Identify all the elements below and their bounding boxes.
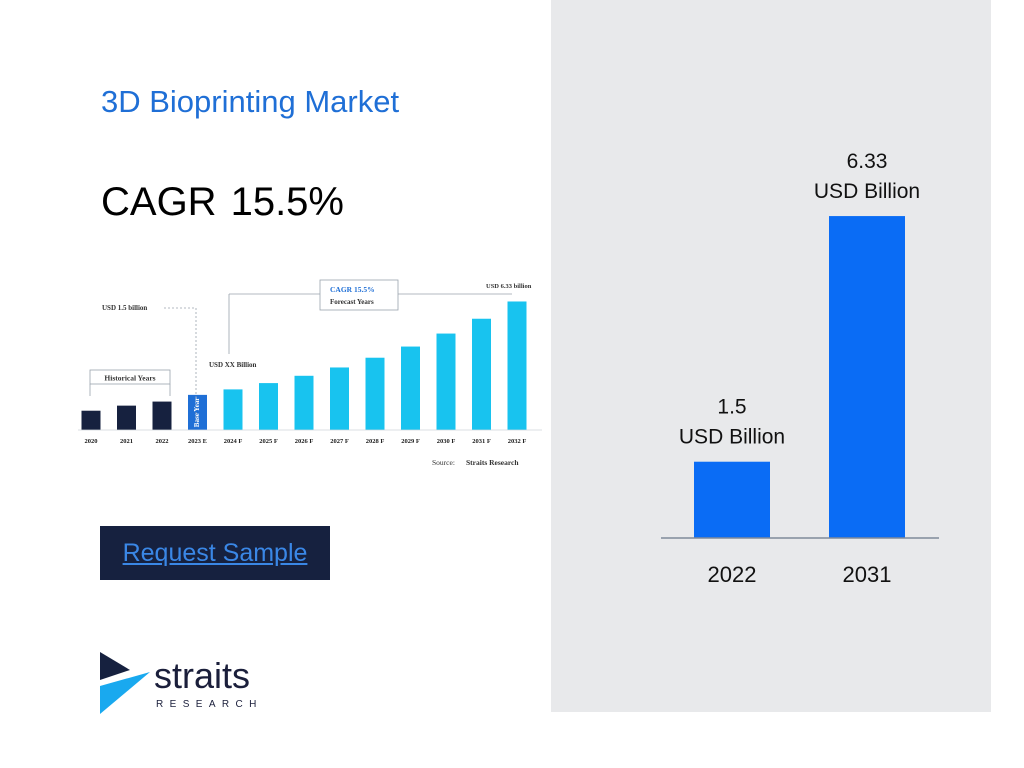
historical-years-label: Historical Years bbox=[104, 374, 155, 383]
market-size-chart: 1.5 USD Billion 2022 6.33 USD Billion 2031 bbox=[661, 150, 939, 587]
market-unit-label-2031: USD Billion bbox=[814, 180, 920, 203]
end-value-label: USD 6.33 billion bbox=[486, 283, 532, 290]
growth-year-label-2027-F: 2027 F bbox=[330, 438, 349, 445]
growth-bar-2031-F bbox=[472, 318, 491, 430]
growth-year-label-2032-F: 2032 F bbox=[508, 438, 527, 445]
mid-value-label: USD XX Billion bbox=[209, 361, 257, 369]
straits-research-logo: straits RESEARCH bbox=[100, 652, 270, 716]
growth-year-label-2024-F: 2024 F bbox=[224, 438, 243, 445]
growth-year-label-2029-F: 2029 F bbox=[401, 438, 420, 445]
source-name: Straits Research bbox=[466, 458, 519, 467]
market-growth-chart: 2020 2021 2022 2023 E 2024 F 2025 F 2026 F 2027… bbox=[72, 272, 548, 484]
growth-year-label-2021: 2021 bbox=[120, 438, 133, 445]
page-title: 3D Bioprinting Market bbox=[101, 84, 400, 119]
growth-bar-2029-F bbox=[401, 346, 420, 430]
growth-year-label-2028-F: 2028 F bbox=[366, 438, 385, 445]
growth-bar-2032-F bbox=[507, 301, 527, 430]
growth-bar-2024-F bbox=[223, 389, 243, 430]
market-size-panel: 1.5 USD Billion 2022 6.33 USD Billion 2031 bbox=[551, 0, 991, 712]
market-value-label-2031: 6.33 bbox=[847, 150, 888, 173]
market-year-label-2031: 2031 bbox=[843, 562, 892, 587]
cagr-box-label: CAGR 15.5% bbox=[330, 285, 375, 294]
market-growth-chart-svg: 2020 2021 2022 2023 E 2024 F 2025 F 2026 F 2027… bbox=[78, 279, 542, 467]
forecast-years-label: Forecast Years bbox=[330, 298, 374, 306]
start-value-label: USD 1.5 billion bbox=[102, 304, 147, 312]
straits-logo-mark-icon bbox=[100, 652, 150, 714]
growth-bar-2027-F bbox=[330, 367, 349, 430]
growth-year-label-2026-F: 2026 F bbox=[295, 438, 314, 445]
growth-year-label-2020: 2020 bbox=[85, 438, 98, 445]
growth-bar-2023-E bbox=[188, 394, 207, 430]
growth-bar-2028-F bbox=[365, 357, 385, 430]
market-unit-label-2022: USD Billion bbox=[679, 426, 785, 449]
growth-bar-2020 bbox=[81, 410, 101, 430]
cagr-line: CAGR 15.5% bbox=[101, 180, 344, 225]
growth-year-label-2022: 2022 bbox=[156, 438, 169, 445]
growth-year-label-2030-F: 2030 F bbox=[437, 438, 456, 445]
request-sample-link[interactable]: Request Sample bbox=[122, 538, 308, 567]
growth-year-label-2031-F: 2031 F bbox=[472, 438, 491, 445]
base-year-label: Base Year bbox=[193, 398, 201, 427]
growth-year-label-2023-E: 2023 E bbox=[188, 438, 207, 445]
growth-bar-2025-F bbox=[259, 383, 278, 430]
growth-bar-2021 bbox=[117, 405, 136, 430]
growth-bar-2030-F bbox=[436, 333, 456, 430]
market-bar-2031 bbox=[829, 216, 905, 538]
logo-name: straits bbox=[154, 655, 251, 696]
market-value-label-2022: 1.5 bbox=[717, 396, 746, 419]
cagr-label: CAGR bbox=[101, 180, 217, 224]
market-year-label-2022: 2022 bbox=[708, 562, 757, 587]
source-label: Source: bbox=[432, 458, 455, 467]
cagr-value: 15.5% bbox=[230, 180, 344, 224]
market-bar-2022 bbox=[694, 461, 770, 538]
logo-subtitle: RESEARCH bbox=[156, 699, 263, 710]
growth-year-label-2025-F: 2025 F bbox=[259, 438, 278, 445]
growth-bar-2022 bbox=[152, 401, 172, 430]
growth-bar-2026-F bbox=[294, 375, 314, 430]
request-sample-button[interactable]: Request Sample bbox=[100, 526, 330, 580]
